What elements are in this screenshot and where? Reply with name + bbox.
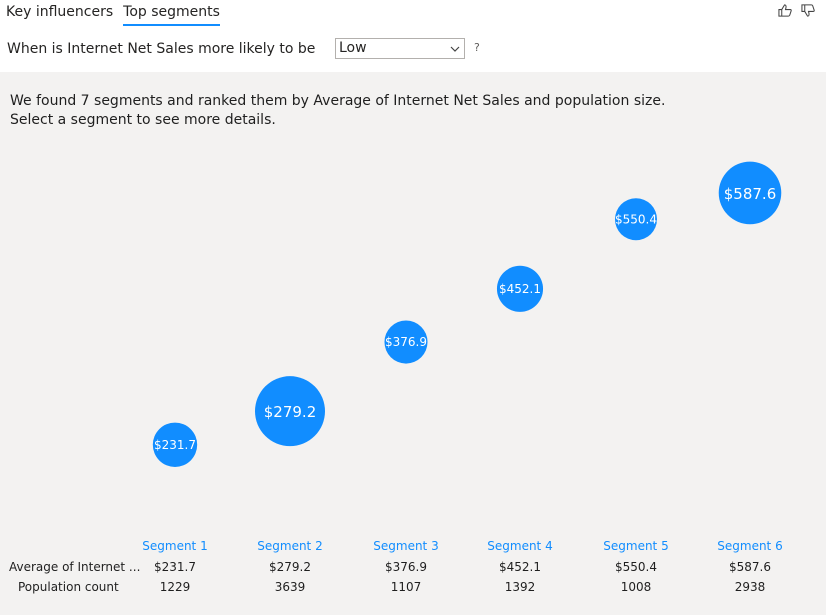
population-cell-1: 1229 [159, 580, 191, 594]
segment-bubble-6[interactable] [718, 161, 782, 225]
average-cell-1: $231.7 [154, 560, 196, 574]
segment-bubble-5[interactable] [615, 198, 657, 241]
thumbs-up-icon[interactable] [778, 3, 793, 18]
summary-line-2: Select a segment to see more details. [10, 112, 276, 128]
tab-key-influencers[interactable]: Key influencers [6, 4, 114, 20]
average-cell-2: $279.2 [269, 560, 311, 574]
outcome-dropdown[interactable]: Low [335, 38, 465, 59]
population-cell-5: 1008 [620, 580, 652, 594]
population-cell-6: 2938 [734, 580, 766, 594]
average-cell-6: $587.6 [729, 560, 771, 574]
segment-bubble-2[interactable] [255, 376, 325, 447]
segment-bubble-label-3: $376.9 [385, 335, 427, 349]
average-cell-3: $376.9 [385, 560, 427, 574]
segment-label-4[interactable]: Segment 4 [487, 539, 553, 553]
row-label-population: Population count [18, 580, 119, 594]
segment-bubble-label-2: $279.2 [264, 403, 317, 421]
segments-panel: We found 7 segments and ranked them by A… [0, 72, 826, 615]
chevron-down-icon [450, 46, 460, 52]
summary-text: We found 7 segments and ranked them by A… [10, 92, 665, 130]
thumbs-down-icon[interactable] [801, 3, 816, 18]
segments-bubble-chart: $231.7 $279.2 $376.9 $452.1 $550.4 $587.6 [152, 161, 782, 467]
segment-bubble-label-1: $231.7 [154, 438, 196, 452]
dropdown-value: Low [339, 40, 367, 56]
segment-bubble-3[interactable] [384, 320, 428, 364]
population-cell-2: 3639 [274, 580, 306, 594]
help-icon[interactable]: ? [474, 41, 480, 54]
feedback-buttons [778, 3, 816, 18]
tab-top-segments[interactable]: Top segments [123, 4, 220, 26]
row-label-average: Average of Internet ... [9, 560, 141, 574]
segment-bubble-label-5: $550.4 [615, 212, 657, 226]
summary-line-1: We found 7 segments and ranked them by A… [10, 93, 666, 109]
population-cell-4: 1392 [504, 580, 536, 594]
segment-bubble-4[interactable] [496, 265, 544, 312]
average-cell-5: $550.4 [615, 560, 657, 574]
segment-bubble-label-6: $587.6 [724, 185, 777, 203]
segment-label-3[interactable]: Segment 3 [373, 539, 439, 553]
question-text: When is Internet Net Sales more likely t… [7, 41, 316, 57]
segment-label-1[interactable]: Segment 1 [142, 539, 208, 553]
average-cell-4: $452.1 [499, 560, 541, 574]
segment-label-5[interactable]: Segment 5 [603, 539, 669, 553]
tab-bar: Key influencers Top segments [6, 4, 220, 26]
segment-bubble-label-4: $452.1 [499, 282, 541, 296]
segment-bubble-1[interactable] [152, 422, 198, 467]
segment-label-6[interactable]: Segment 6 [717, 539, 783, 553]
population-cell-3: 1107 [390, 580, 422, 594]
segment-label-2[interactable]: Segment 2 [257, 539, 323, 553]
